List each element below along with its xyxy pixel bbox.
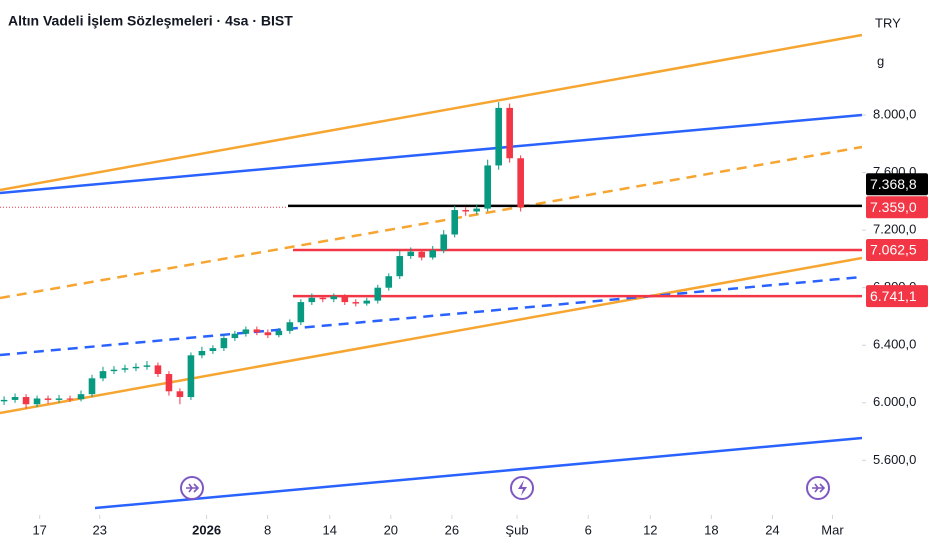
candle-body — [220, 338, 228, 349]
y-tick-label: 6.400,0 — [873, 337, 916, 352]
icon-glyph — [186, 483, 200, 493]
y-tick-label: 5.600,0 — [873, 452, 916, 467]
price-label-box — [866, 196, 928, 219]
price-label: 7.368,8 — [870, 176, 917, 192]
candle-body — [462, 210, 470, 212]
candles — [0, 102, 524, 409]
candle-body — [396, 256, 404, 277]
trend-line — [0, 113, 863, 195]
levels — [0, 204, 862, 298]
candle-body — [418, 251, 426, 258]
trend-line — [0, 145, 863, 300]
price-label-box — [866, 238, 928, 261]
candle-body — [198, 351, 206, 356]
candle-body — [33, 398, 41, 405]
x-tick-label: 20 — [384, 522, 398, 537]
candle-body — [66, 398, 74, 400]
currency: TRY — [875, 15, 901, 30]
candle-body — [341, 296, 349, 303]
y-tick-label: 8.000,0 — [873, 107, 916, 122]
price-label-box — [866, 285, 928, 308]
price-label: 6.741,1 — [870, 288, 917, 304]
candle-body — [264, 332, 272, 336]
candle-body — [22, 397, 30, 405]
price-label: 7.062,5 — [870, 242, 917, 258]
candle-body — [352, 302, 360, 304]
x-tick-label: 23 — [93, 522, 107, 537]
candle-body — [253, 329, 261, 333]
y-tick-label: 7.200,0 — [873, 222, 916, 237]
x-tick-label: Şub — [505, 522, 528, 537]
candle-body — [451, 210, 459, 235]
candle-body — [308, 297, 316, 303]
candle-body — [385, 276, 393, 288]
x-tick-label: 6 — [585, 522, 592, 537]
x-tick-label: 24 — [765, 522, 779, 537]
candle-body — [99, 371, 107, 379]
x-tick-label: 8 — [264, 522, 271, 537]
trend-line — [0, 33, 863, 192]
candle-body — [165, 374, 173, 392]
candle-body — [110, 369, 118, 372]
icon-glyph — [518, 480, 527, 496]
candle-body — [330, 296, 338, 300]
time-axis — [0, 515, 862, 550]
x-tick-label: 14 — [323, 522, 337, 537]
candle-body — [242, 329, 250, 334]
candle-body — [88, 378, 96, 395]
drawings — [0, 33, 863, 510]
candle-body — [121, 368, 129, 370]
x-tick-label: 26 — [445, 522, 459, 537]
chart-title: Altın Vadeli İşlem Sözleşmeleri · 4sa · … — [8, 13, 293, 29]
candle-body — [473, 208, 480, 212]
candle-body — [187, 355, 195, 398]
x-tick-label: 17 — [32, 522, 46, 537]
candle-body — [55, 398, 63, 400]
candle-body — [374, 287, 382, 301]
candle-body — [517, 158, 524, 208]
x-tick-label: 12 — [643, 522, 657, 537]
candle-body — [506, 107, 513, 159]
x-tick-label: 2026 — [192, 522, 221, 537]
candle-body — [495, 107, 502, 166]
candle-body — [209, 348, 217, 352]
candle-body — [484, 165, 491, 209]
candle-body — [132, 366, 140, 369]
candle-body — [319, 297, 327, 300]
y-tick-label: 6.000,0 — [873, 394, 916, 409]
candle-body — [286, 322, 294, 331]
price-label-box — [866, 173, 928, 196]
price-axis — [862, 0, 932, 550]
trend-line — [0, 275, 863, 357]
unit: g — [877, 53, 884, 68]
candle-body — [154, 365, 162, 375]
candle-body — [143, 365, 151, 367]
candle-body — [407, 251, 415, 257]
x-tick-label: 18 — [704, 522, 718, 537]
icon-glyph — [812, 483, 826, 493]
candle-body — [176, 391, 184, 398]
event-icons — [180, 476, 830, 500]
price-label: 7.359,0 — [870, 199, 917, 215]
candle-body — [363, 300, 371, 304]
x-tick-label: Mar — [821, 522, 844, 537]
candle-body — [297, 302, 305, 323]
trend-line — [0, 256, 863, 415]
candle-body — [440, 234, 448, 251]
candle-body — [0, 399, 8, 402]
candle-body — [231, 333, 239, 339]
price-labels: 7.368,8 7.359,0 7.062,5 6.741,1 — [866, 173, 928, 308]
candle-body — [429, 250, 437, 258]
trend-line — [94, 436, 863, 510]
candle-body — [11, 397, 19, 400]
candle-body — [275, 330, 283, 336]
candle-body — [77, 394, 85, 400]
candle-body — [44, 398, 52, 400]
